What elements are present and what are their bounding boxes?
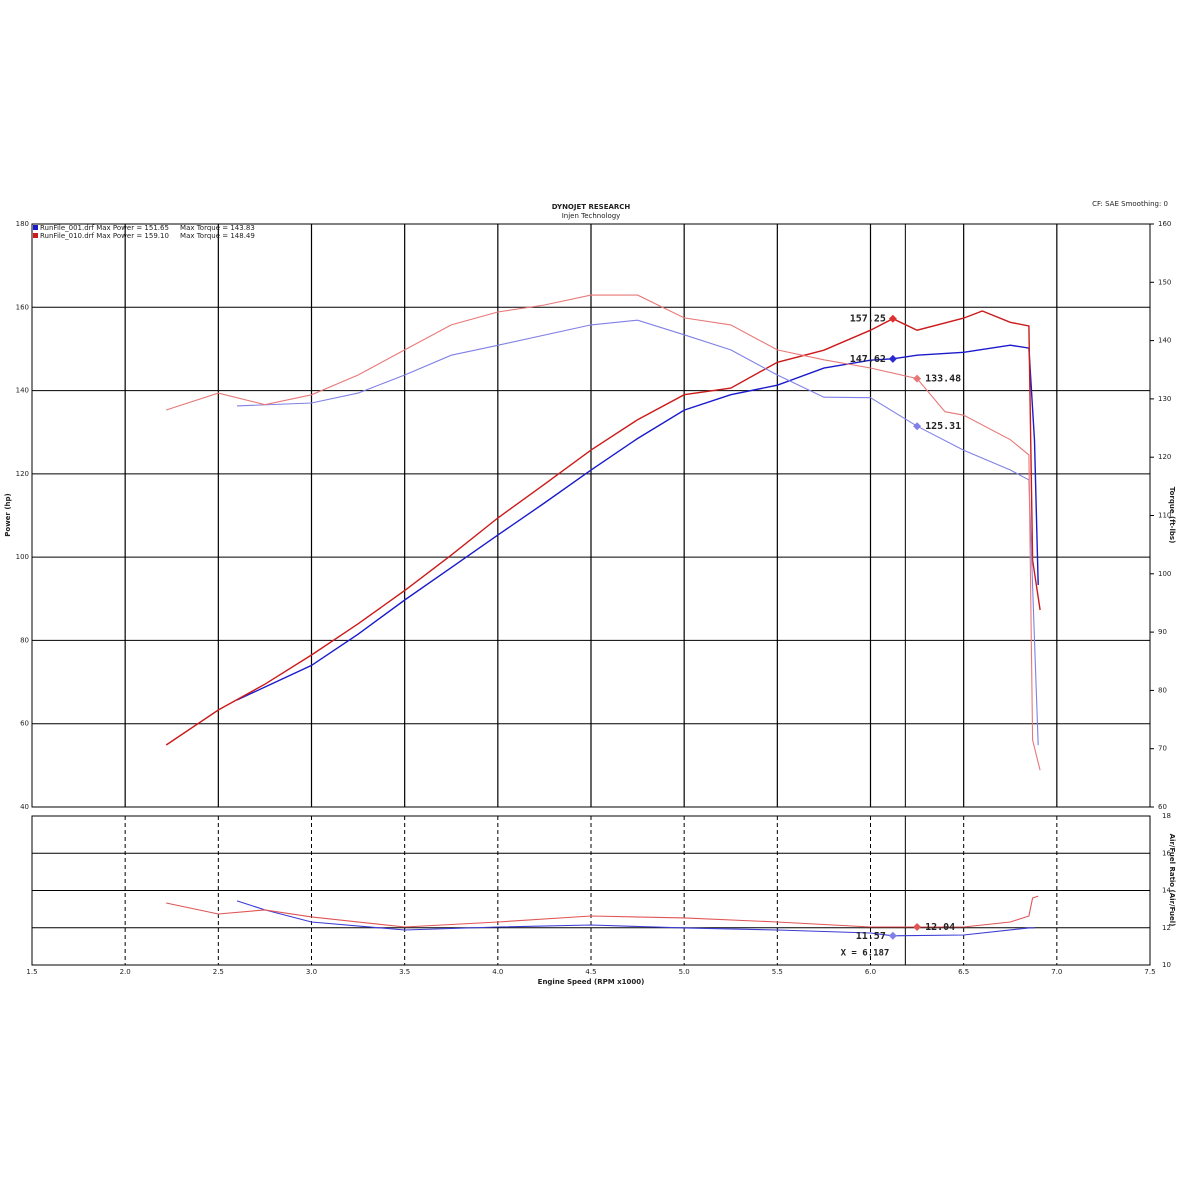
y-tick-label: 140 — [16, 387, 29, 395]
x-tick-label: 3.0 — [306, 968, 317, 976]
annotation-label: 133.48 — [925, 374, 961, 385]
y2-tick-label: 120 — [1158, 453, 1171, 461]
x-tick-label: 4.0 — [492, 968, 503, 976]
chart-subtitle: Injen Technology — [562, 212, 621, 220]
y-tick-label: 10 — [1162, 961, 1171, 969]
annotation-label: 147.62 — [850, 354, 886, 365]
y2-tick-label: 130 — [1158, 395, 1171, 403]
x-tick-label: 6.5 — [958, 968, 969, 976]
y2-tick-label: 90 — [1158, 628, 1167, 636]
y-tick-label: 18 — [1162, 812, 1171, 820]
legend-swatch — [33, 225, 38, 230]
annotation-marker — [888, 314, 897, 323]
y-tick-label: 60 — [20, 720, 29, 728]
chart-title: DYNOJET RESEARCH — [552, 203, 631, 211]
x-tick-label: 2.0 — [120, 968, 131, 976]
series-line — [236, 344, 1039, 701]
y2-tick-label: 160 — [1158, 220, 1171, 228]
annotation-label: 157.25 — [850, 314, 886, 325]
legend-label: RunFile_010.drf Max Power = 159.10 Max T… — [40, 232, 255, 240]
annotation-marker — [913, 374, 922, 383]
y-tick-label: 12 — [1162, 924, 1171, 932]
annotation-label: 125.31 — [925, 421, 961, 432]
x-tick-label: 1.5 — [26, 968, 37, 976]
x-tick-label: 5.5 — [772, 968, 783, 976]
x-tick-label: 2.5 — [213, 968, 224, 976]
x-tick-label: 4.5 — [585, 968, 596, 976]
y-tick-label: 16 — [1162, 849, 1171, 857]
x-tick-label: 7.0 — [1051, 968, 1062, 976]
series-line — [166, 895, 1039, 928]
corner-text: CF: SAE Smoothing: 0 — [1092, 200, 1168, 208]
legend-label: RunFile_001.drf Max Power = 151.65 Max T… — [40, 224, 255, 232]
y2-tick-label: 60 — [1158, 803, 1167, 811]
y2-axis-label: Torque (ft-lbs) — [1168, 487, 1176, 544]
y2-tick-label: 100 — [1158, 570, 1171, 578]
series-line — [236, 319, 1039, 746]
y-tick-label: 100 — [16, 553, 29, 561]
x-tick-label: 6.0 — [865, 968, 876, 976]
annotation-label: 12.04 — [925, 922, 955, 933]
series-line — [165, 310, 1041, 746]
annotation-label: 11.57 — [856, 931, 886, 942]
y-tick-label: 40 — [20, 803, 29, 811]
series-line — [166, 294, 1041, 771]
series-line — [236, 900, 1035, 937]
y-tick-label: 160 — [16, 303, 29, 311]
y-tick-label: 14 — [1162, 887, 1171, 895]
y-tick-label: 80 — [20, 636, 29, 644]
y2-tick-label: 80 — [1158, 686, 1167, 694]
x-axis-label: Engine Speed (RPM x1000) — [538, 978, 645, 986]
y-axis-label: Power (hp) — [4, 493, 12, 536]
y-axis-label: Air/Fuel Ratio (Air/Fuel) — [1168, 834, 1176, 927]
y2-tick-label: 150 — [1158, 278, 1171, 286]
cursor-label: X = 6.187 — [841, 949, 890, 959]
x-tick-label: 3.5 — [399, 968, 410, 976]
annotation-marker — [888, 354, 897, 363]
y2-tick-label: 70 — [1158, 745, 1167, 753]
y2-tick-label: 140 — [1158, 337, 1171, 345]
legend-swatch — [33, 233, 38, 238]
x-tick-label: 5.0 — [679, 968, 690, 976]
annotation-marker — [888, 931, 897, 940]
x-tick-label: 7.5 — [1144, 968, 1155, 976]
annotation-marker — [913, 923, 922, 932]
annotation-marker — [913, 422, 922, 431]
y-tick-label: 180 — [16, 220, 29, 228]
y2-tick-label: 110 — [1158, 512, 1171, 520]
y-tick-label: 120 — [16, 470, 29, 478]
